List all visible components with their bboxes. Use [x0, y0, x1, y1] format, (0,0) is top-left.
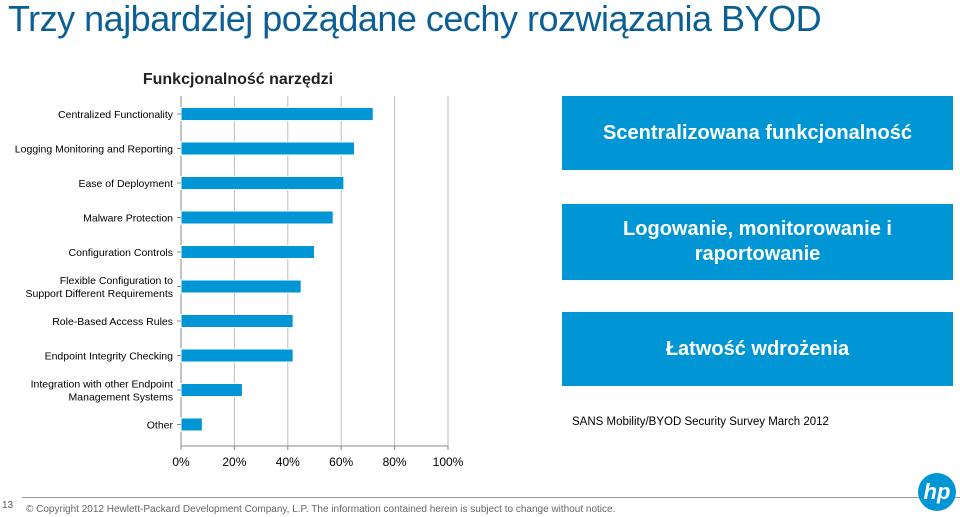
x-tick-label: 0% — [172, 455, 190, 469]
feature-box-logging: Logowanie, monitorowanie i raportowanie — [562, 204, 953, 280]
bar — [180, 417, 203, 432]
category-label: Configuration Controls — [69, 247, 173, 259]
category-label: Ease of Deployment — [78, 178, 173, 190]
bar — [180, 279, 302, 294]
x-tick-label: 80% — [383, 455, 407, 469]
category-label: Malware Protection — [83, 213, 173, 225]
x-tick-label: 100% — [433, 455, 464, 469]
bar — [180, 245, 315, 259]
bar — [180, 141, 356, 156]
footer-divider — [22, 497, 960, 498]
chart-title: Funkcjonalność narzędzi — [143, 71, 333, 88]
bar — [180, 383, 243, 397]
bar — [180, 107, 374, 121]
x-tick-label: 40% — [276, 455, 300, 469]
bar — [180, 314, 294, 328]
bar — [180, 210, 334, 225]
category-label: Logging Monitoring and Reporting — [15, 144, 173, 156]
category-label: Other — [147, 420, 174, 432]
category-label: Integration with other Endpoint Managemen… — [31, 379, 174, 404]
x-tick-label: 60% — [329, 455, 353, 469]
feature-box-deployment: Łatwość wdrożenia — [562, 312, 953, 386]
category-label: Role-Based Access Rules — [52, 316, 173, 328]
bar — [180, 176, 345, 190]
copyright-notice: © Copyright 2012 Hewlett-Packard Develop… — [26, 504, 616, 515]
page-number: 13 — [2, 500, 14, 511]
category-label: Centralized Functionality — [58, 109, 174, 121]
x-tick-label: 20% — [222, 455, 246, 469]
bar — [180, 348, 294, 363]
page-title: Trzy najbardziej pożądane cechy rozwiąza… — [8, 0, 822, 39]
category-label: Flexible Configuration to Support Differe… — [26, 275, 174, 300]
hp-logo: hp — [918, 473, 956, 511]
bar-chart: Funkcjonalność narzędzi 0% 20% 40% 60% 80% 100… — [15, 71, 464, 469]
feature-box-centralized: Scentralizowana funkcjonalność — [562, 96, 953, 170]
survey-source: SANS Mobility/BYOD Security Survey March… — [572, 416, 829, 428]
category-label: Endpoint Integrity Checking — [45, 351, 174, 363]
